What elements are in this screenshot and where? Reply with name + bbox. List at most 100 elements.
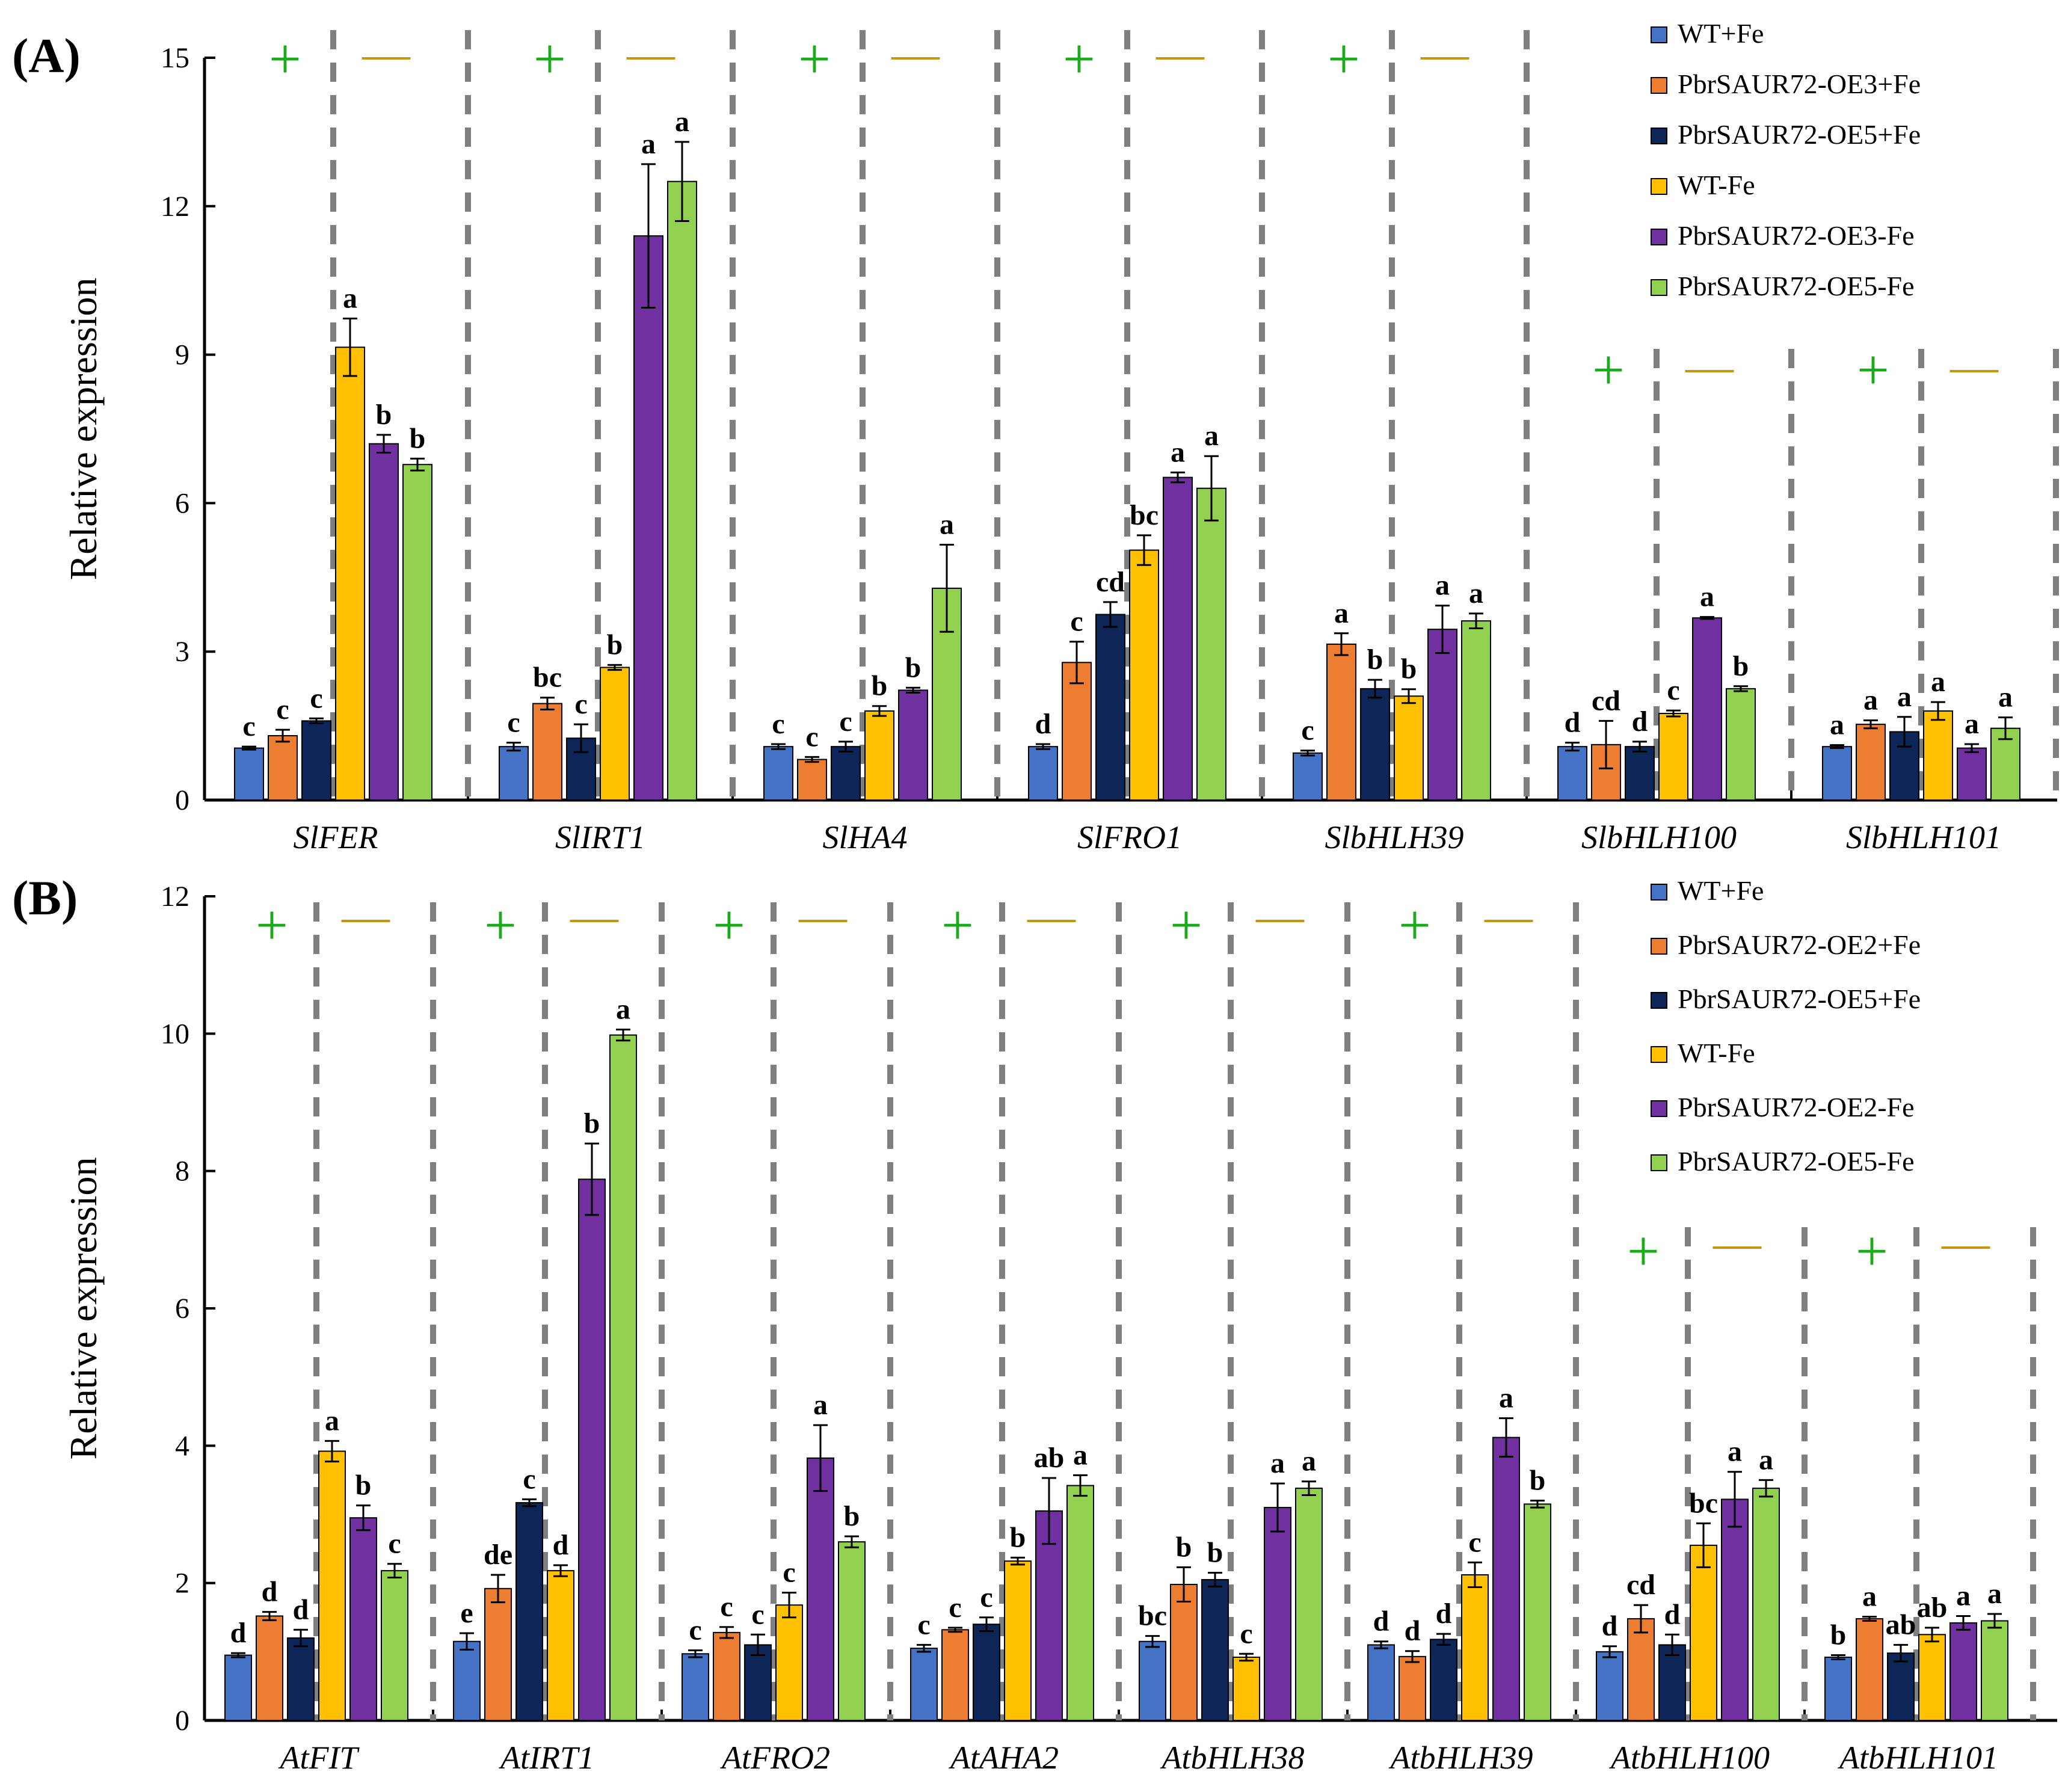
significance-letter: a <box>1073 1439 1088 1471</box>
bar <box>515 1502 543 1721</box>
legend-entry: PbrSAUR72-OE3+Fe <box>1678 69 1921 99</box>
category-label: SlbHLH101 <box>1846 819 2001 855</box>
bar <box>1028 746 1058 801</box>
bar <box>1360 688 1390 801</box>
legend-swatch <box>1651 229 1667 245</box>
bar <box>1232 1656 1260 1721</box>
bar <box>301 720 331 801</box>
bar <box>609 1034 637 1721</box>
bar <box>838 1541 866 1722</box>
bar <box>1726 688 1756 801</box>
y-axis-label: Relative expression <box>62 278 105 580</box>
category-label: AtbHLH100 <box>1609 1740 1770 1776</box>
significance-letter: b <box>355 1470 372 1501</box>
bar <box>402 464 432 801</box>
bar <box>256 1615 283 1721</box>
significance-letter: c <box>1070 606 1083 638</box>
significance-letter: b <box>1207 1537 1223 1569</box>
legend-swatch <box>1651 1100 1667 1117</box>
significance-letter: bc <box>1138 1600 1167 1632</box>
minus-fe-mark: — <box>570 890 619 943</box>
significance-letter: a <box>813 1389 828 1421</box>
significance-letter: a <box>1897 681 1912 713</box>
significance-letter: c <box>276 694 289 725</box>
plus-fe-mark: + <box>1328 26 1360 91</box>
significance-letter: ab <box>1034 1442 1065 1474</box>
significance-letter: a <box>1435 570 1450 602</box>
legend-entry: PbrSAUR72-OE2+Fe <box>1678 929 1921 960</box>
significance-letter: c <box>523 1463 535 1495</box>
significance-letter: b <box>1010 1521 1026 1553</box>
minus-fe-mark: — <box>1255 890 1305 943</box>
significance-letter: b <box>1530 1465 1546 1497</box>
significance-letter: c <box>949 1592 961 1624</box>
significance-letter: b <box>1367 644 1383 676</box>
category-label: AtFRO2 <box>720 1740 830 1776</box>
bar <box>1293 752 1323 801</box>
significance-letter: a <box>1302 1446 1316 1477</box>
y-tick-label: 12 <box>161 191 189 223</box>
bar <box>898 689 928 801</box>
bar <box>1824 1656 1852 1721</box>
significance-letter: e <box>460 1597 473 1629</box>
bar <box>268 735 298 801</box>
y-tick-label: 6 <box>175 487 189 519</box>
significance-letter: c <box>388 1528 401 1560</box>
minus-fe-mark: — <box>362 28 411 81</box>
bar <box>744 1644 772 1722</box>
bar <box>532 703 562 801</box>
significance-letter: c <box>1240 1618 1252 1649</box>
minus-fe-mark: — <box>1027 890 1076 943</box>
bar <box>1492 1436 1520 1721</box>
legend-entry: PbrSAUR72-OE5+Fe <box>1678 984 1921 1014</box>
legend: WT+Fe PbrSAUR72-OE2+Fe PbrSAUR72-OE5+Fe WT-… <box>1651 875 1921 1177</box>
bar <box>335 346 365 801</box>
plus-fe-mark: + <box>798 26 831 91</box>
plus-fe-mark: + <box>1399 893 1431 957</box>
bar <box>1461 1574 1489 1721</box>
significance-letter: b <box>1733 650 1749 682</box>
significance-letter: a <box>1998 682 2013 713</box>
category-label: AtbHLH39 <box>1388 1740 1533 1776</box>
bar <box>1163 476 1193 801</box>
bar <box>1596 1651 1623 1721</box>
significance-letter: de <box>484 1539 512 1571</box>
bar <box>453 1640 481 1721</box>
legend-entry: PbrSAUR72-OE2-Fe <box>1678 1092 1915 1122</box>
bar <box>547 1570 574 1722</box>
significance-letter: a <box>1728 1436 1742 1468</box>
bar <box>1957 747 1987 801</box>
legend-swatch <box>1651 1154 1667 1171</box>
significance-letter: cd <box>1626 1569 1655 1601</box>
bar <box>941 1629 969 1722</box>
category-label: SlbHLH100 <box>1581 819 1737 855</box>
significance-letter: b <box>376 399 392 431</box>
legend-entry: PbrSAUR72-OE5-Fe <box>1678 1146 1915 1177</box>
significance-letter: d <box>1373 1606 1389 1637</box>
bar <box>1201 1578 1229 1721</box>
significance-letter: a <box>1204 420 1219 452</box>
significance-letter: a <box>1499 1382 1513 1414</box>
significance-letter: c <box>783 1557 795 1589</box>
bar <box>1139 1640 1166 1721</box>
bar <box>1856 1618 1883 1722</box>
bar <box>1856 724 1886 801</box>
y-tick-label: 12 <box>161 881 189 913</box>
significance-letter: b <box>844 1500 860 1532</box>
significance-letter: a <box>1759 1444 1773 1476</box>
bar <box>1887 1652 1915 1722</box>
significance-letter: bc <box>1130 499 1159 531</box>
significance-letter: d <box>230 1617 247 1649</box>
significance-letter: b <box>905 651 922 683</box>
significance-letter: a <box>1956 1580 1971 1612</box>
significance-letter: a <box>325 1405 339 1436</box>
bar <box>713 1631 740 1722</box>
y-axis-label: Relative expression <box>62 1157 105 1460</box>
significance-letter: d <box>1436 1598 1452 1630</box>
minus-fe-mark: — <box>1484 890 1533 943</box>
bar <box>1752 1488 1780 1722</box>
bar <box>287 1637 315 1721</box>
legend-entry: WT+Fe <box>1678 875 1764 906</box>
